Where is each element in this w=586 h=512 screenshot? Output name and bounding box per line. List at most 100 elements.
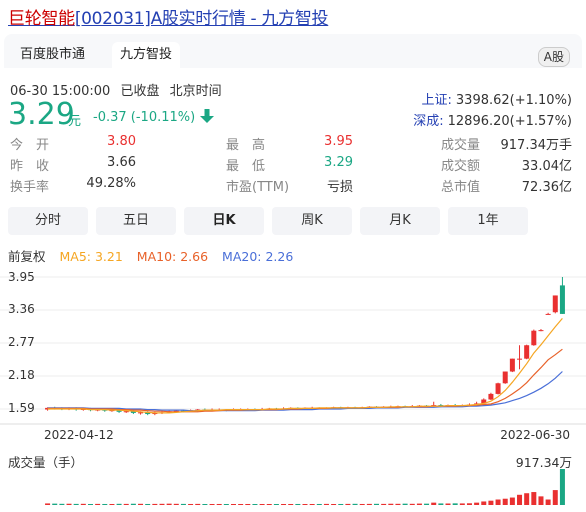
volume-bar: [323, 503, 329, 505]
volume-bar: [502, 498, 508, 505]
volume-bar: [159, 503, 165, 505]
y-tick-1: 3.95: [8, 270, 35, 284]
volume-bar: [245, 504, 251, 505]
volume-bar: [138, 503, 144, 505]
volume-bar: [87, 504, 93, 505]
volume-bar: [166, 503, 172, 505]
candle-body: [145, 412, 151, 415]
index-shanghai-name[interactable]: 上证:: [421, 93, 452, 108]
volume-bar: [116, 503, 122, 505]
volume-bar: [173, 503, 179, 505]
candle-body: [180, 410, 186, 412]
tab-baidu[interactable]: 百度股市通: [20, 47, 86, 62]
adjust-label[interactable]: 前复权: [8, 249, 46, 264]
volume-bar: [517, 494, 523, 505]
volume-bar: [474, 502, 480, 505]
volume-bar: [345, 503, 351, 505]
volume-bar: [95, 503, 101, 505]
volume-bar: [552, 490, 558, 505]
kline-chart[interactable]: [0, 262, 586, 432]
volume-bar: [316, 503, 322, 505]
volume-bar: [202, 504, 208, 505]
volume-bar: [145, 503, 151, 505]
period-daily-k[interactable]: 日K: [184, 207, 264, 235]
tab-jiufang[interactable]: 九方智投: [112, 42, 181, 68]
volume-bar: [73, 503, 79, 505]
volume-bar: [395, 503, 401, 505]
volume-bar: [524, 493, 530, 505]
candle-body: [123, 411, 129, 413]
title-rest[interactable]: [002031]A股实时行情 - 九方智投: [74, 9, 329, 29]
period-intraday[interactable]: 分时: [8, 207, 88, 235]
volume-bar: [445, 503, 451, 505]
candle-body: [195, 409, 201, 411]
period-one-year[interactable]: 1年: [448, 207, 528, 235]
ma20-line: [47, 371, 563, 412]
index-shanghai-value: 3398.62(+1.10%): [455, 93, 572, 108]
index-shenzhen[interactable]: 深成: 12896.20(+1.57%): [413, 110, 572, 129]
volume-bar: [559, 469, 565, 505]
volume-bar: [273, 504, 279, 505]
volume-value: 917.34万手: [500, 138, 573, 153]
change-value: -0.37: [93, 110, 127, 125]
price-change: -0.37 (-10.11%): [93, 110, 195, 125]
low-value: 3.29: [324, 155, 353, 170]
ma5-line: [47, 318, 563, 414]
volume-bar: [359, 503, 365, 505]
volume-bar: [266, 504, 272, 505]
ma5-label: MA5: 3.21: [59, 249, 123, 264]
ma-legend: 前复权 MA5: 3.21 MA10: 2.66 MA20: 2.26: [8, 246, 303, 265]
volume-max-label: 917.34万: [515, 455, 572, 470]
volume-bar: [130, 503, 136, 505]
prev-close-label: 昨 收: [10, 159, 50, 174]
volume-bar: [338, 503, 344, 505]
page-title[interactable]: 巨轮智能[002031]A股实时行情 - 九方智投: [8, 4, 329, 29]
y-tick-2: 3.36: [8, 302, 35, 316]
timezone-label: 北京时间: [169, 84, 222, 99]
amount-label: 成交额: [441, 159, 481, 174]
volume-bar: [45, 503, 51, 505]
volume-label: 成交量: [441, 138, 481, 153]
volume-bar: [109, 504, 115, 505]
candle-body: [481, 399, 487, 404]
stock-name[interactable]: 巨轮智能: [8, 9, 75, 29]
volume-bar: [431, 502, 437, 505]
period-weekly-k[interactable]: 周K: [272, 207, 352, 235]
period-five-day[interactable]: 五日: [96, 207, 176, 235]
volume-bar: [459, 503, 465, 505]
volume-bar: [424, 503, 430, 505]
change-percent: (-10.11%): [130, 110, 196, 125]
volume-bar: [216, 503, 222, 505]
market-badge: A股: [537, 47, 570, 67]
open-label: 今 开: [10, 138, 50, 153]
volume-bar: [416, 503, 422, 505]
turnover-label: 换手率: [10, 180, 50, 195]
turnover-value: 49.28%: [86, 176, 136, 191]
volume-bar: [531, 492, 537, 505]
volume-bar: [259, 504, 265, 505]
period-monthly-k[interactable]: 月K: [360, 207, 440, 235]
x-tick-end: 2022-06-30: [500, 428, 570, 442]
low-label: 最 低: [226, 159, 266, 174]
volume-bar: [388, 503, 394, 505]
candle-body: [495, 383, 501, 394]
open-value: 3.80: [107, 134, 136, 149]
candle-body: [559, 285, 565, 314]
index-shenzhen-name[interactable]: 深成:: [413, 114, 444, 129]
quote-panel: [4, 68, 582, 512]
volume-bar: [409, 503, 415, 505]
index-shanghai[interactable]: 上证: 3398.62(+1.10%): [422, 89, 572, 108]
source-tabs: 百度股市通 九方智投 A股: [4, 34, 582, 74]
high-value: 3.95: [324, 134, 353, 149]
volume-bar: [230, 504, 236, 505]
volume-bar: [495, 499, 501, 505]
candle-body: [138, 412, 144, 414]
volume-bar: [352, 503, 358, 505]
volume-bar: [452, 503, 458, 505]
volume-bar: [509, 497, 515, 505]
y-tick-5: 1.59: [8, 401, 35, 415]
price-unit: 元: [68, 114, 82, 129]
volume-bar: [102, 503, 108, 505]
candle-body: [502, 371, 508, 384]
volume-chart[interactable]: [0, 468, 586, 508]
